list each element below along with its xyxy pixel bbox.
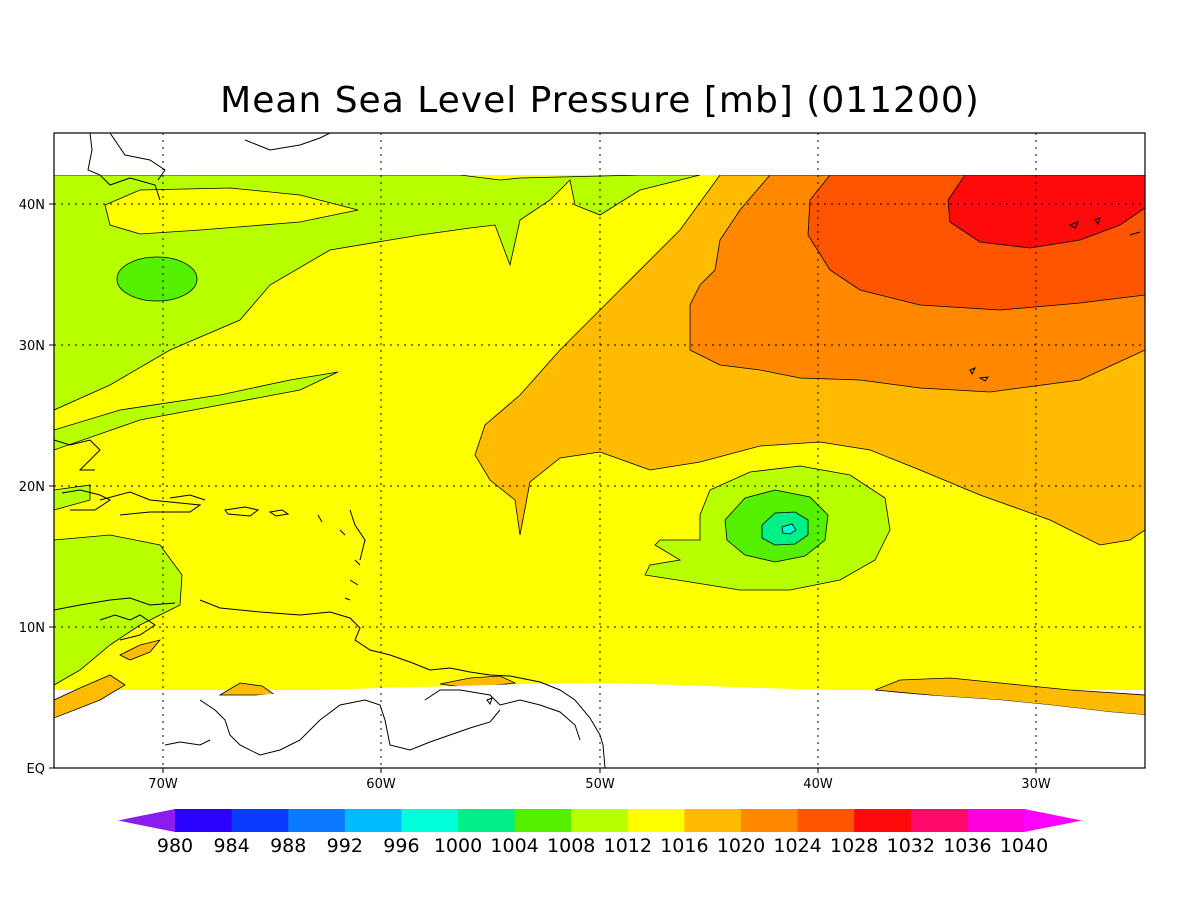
colorbar-label: 992 (327, 835, 363, 857)
colorbar-swatch (458, 809, 516, 832)
colorbar-swatch (741, 809, 799, 832)
axis-ticks (49, 203, 1037, 773)
region-1008-carib (54, 484, 183, 686)
colorbar-label: 1020 (717, 835, 765, 857)
colorbar-swatch (571, 809, 629, 832)
colorbar-label: 980 (157, 835, 193, 857)
colorbar-swatch (967, 809, 1025, 832)
colorbar-swatch (627, 809, 685, 832)
x-tick-50w: 50W (585, 777, 615, 792)
colorbar-label: 1012 (604, 835, 652, 857)
region-1000-core (781, 523, 797, 535)
coastlines (54, 133, 1141, 768)
colorbar-swatch (797, 809, 855, 832)
colorbar-label: 1036 (943, 835, 991, 857)
colorbar-arrow-low (118, 809, 175, 832)
colorbar-swatch (344, 809, 402, 832)
x-tick-60w: 60W (366, 777, 396, 792)
y-tick-eq: EQ (27, 762, 45, 777)
colorbar-swatch (401, 809, 459, 832)
colorbar-label: 996 (383, 835, 419, 857)
region-1028-high (947, 174, 1145, 249)
y-tick-40n: 40N (19, 198, 45, 213)
region-1016-south-mid (119, 639, 162, 661)
colorbar-swatch (175, 809, 233, 832)
colorbar-label: 988 (270, 835, 306, 857)
grid (54, 133, 1145, 768)
map-title: Mean Sea Level Pressure [mb] (011200) (220, 80, 980, 121)
colorbar-label: 984 (213, 835, 249, 857)
y-tick-10n: 10N (19, 621, 45, 636)
colorbar: 980 984 988 992 996 1000 1004 1008 1012 1016 1020 1… (118, 809, 1082, 857)
x-tick-40w: 40W (803, 777, 833, 792)
x-tick-70w: 70W (148, 777, 178, 792)
region-1004-low (116, 256, 198, 302)
y-tick-20n: 20N (19, 480, 45, 495)
region-1016-south-east (874, 677, 1145, 716)
region-1008-west (54, 174, 701, 411)
colorbar-label: 1028 (830, 835, 878, 857)
colorbar-swatch (854, 809, 912, 832)
colorbar-label: 1016 (660, 835, 708, 857)
colorbar-label: 1004 (490, 835, 538, 857)
colorbar-label: 1008 (547, 835, 595, 857)
colorbar-label: 1000 (434, 835, 482, 857)
colorbar-label: 1024 (773, 835, 821, 857)
colorbar-swatch (288, 809, 346, 832)
colorbar-label: 1040 (1000, 835, 1048, 857)
colorbar-swatch (684, 809, 742, 832)
colorbar-arrow-high (1024, 809, 1082, 832)
region-1016-south-west (54, 674, 517, 719)
colorbar-swatch (910, 809, 968, 832)
y-tick-30n: 30N (19, 339, 45, 354)
nodata-south (54, 683, 1145, 768)
colorbar-label: 1032 (887, 835, 935, 857)
region-1012-tongue (104, 187, 359, 235)
x-tick-30w: 30W (1021, 777, 1051, 792)
colorbar-swatch (514, 809, 572, 832)
colorbar-swatch (231, 809, 289, 832)
pressure-field (54, 133, 1145, 768)
region-1008-band (54, 371, 339, 451)
